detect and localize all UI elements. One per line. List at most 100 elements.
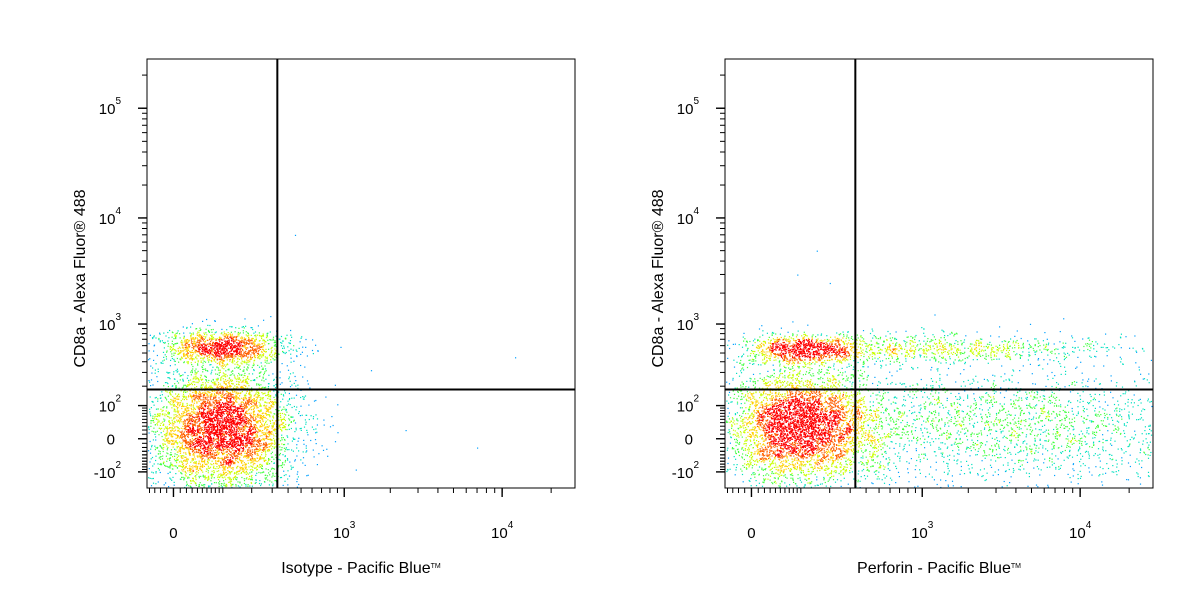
event-dot — [187, 436, 189, 438]
event-dot — [263, 460, 266, 462]
event-dot — [169, 441, 171, 443]
event-dot — [266, 410, 268, 412]
event-dot — [157, 368, 159, 370]
event-dot — [242, 332, 244, 334]
event-dot — [196, 467, 198, 469]
event-dot — [213, 482, 216, 484]
event-dot — [262, 340, 264, 342]
event-dot — [210, 450, 212, 452]
event-dot — [206, 380, 208, 382]
event-dot — [295, 409, 297, 411]
event-dot — [183, 355, 185, 357]
event-dot — [250, 444, 252, 446]
event-dot — [156, 430, 158, 432]
event-dot — [178, 350, 180, 352]
event-dot — [172, 399, 174, 401]
event-dot — [216, 373, 219, 375]
event-dot — [194, 341, 196, 343]
event-dot — [196, 414, 198, 416]
event-dot — [220, 333, 222, 335]
event-dot — [220, 399, 222, 401]
event-dot — [187, 384, 189, 386]
event-dot — [259, 416, 261, 418]
event-dot — [259, 375, 261, 377]
event-dot — [234, 463, 236, 465]
event-dot — [214, 397, 216, 399]
event-dot — [204, 337, 206, 339]
event-dot — [290, 329, 292, 332]
event-dot — [247, 357, 249, 359]
event-dot — [298, 437, 300, 439]
event-dot — [247, 441, 249, 443]
event-dot — [249, 391, 251, 393]
event-dot — [264, 359, 266, 361]
event-dot — [206, 441, 208, 443]
event-dot — [198, 380, 200, 382]
event-dot — [252, 431, 254, 434]
event-dot — [155, 418, 157, 420]
event-dot — [231, 356, 233, 358]
event-dot — [192, 424, 195, 426]
event-dot — [224, 448, 226, 450]
event-dot — [272, 338, 274, 340]
event-dot — [179, 461, 181, 463]
event-dot — [227, 394, 229, 396]
event-dot — [181, 357, 184, 359]
event-dot — [163, 439, 165, 441]
event-dot — [249, 472, 251, 474]
event-dot — [164, 443, 166, 445]
event-dot — [208, 459, 211, 461]
event-dot — [287, 369, 290, 371]
event-dot — [239, 429, 241, 431]
event-dot — [268, 411, 270, 413]
event-dot — [234, 400, 237, 402]
event-dot — [189, 453, 191, 455]
event-dot — [291, 416, 293, 418]
event-dot — [253, 414, 255, 416]
event-dot — [227, 387, 229, 389]
event-dot — [245, 424, 247, 426]
event-dot — [211, 442, 213, 444]
event-dot — [187, 444, 189, 446]
event-dot — [171, 427, 173, 429]
event-dot — [170, 443, 173, 445]
event-dot — [265, 477, 268, 479]
event-dot — [210, 329, 212, 331]
event-dot — [159, 340, 161, 342]
event-dot — [224, 356, 226, 358]
event-dot — [175, 442, 177, 444]
event-dot — [170, 435, 172, 437]
event-dot — [196, 402, 198, 404]
event-dot — [268, 425, 270, 427]
event-dot — [200, 408, 202, 410]
event-dot — [220, 399, 222, 401]
event-dot — [202, 443, 204, 445]
event-dot — [223, 360, 225, 362]
event-dot — [196, 411, 198, 413]
event-dot — [200, 451, 202, 453]
event-dot — [244, 355, 246, 357]
event-dot — [210, 359, 213, 362]
event-dot — [227, 473, 229, 475]
event-dot — [262, 377, 264, 379]
event-dot — [317, 350, 319, 352]
event-dot — [264, 445, 266, 447]
event-dot — [241, 454, 243, 456]
event-dot — [241, 374, 243, 376]
event-dot — [148, 428, 150, 431]
event-dot — [243, 384, 245, 386]
event-dot — [234, 340, 236, 342]
event-dot — [277, 353, 279, 355]
event-dot — [229, 466, 231, 468]
event-dot — [166, 382, 168, 384]
event-dot — [252, 373, 254, 375]
event-dot — [265, 386, 267, 388]
event-dot — [205, 379, 207, 381]
event-dot — [265, 435, 267, 437]
event-dot — [200, 360, 202, 362]
event-dot — [209, 385, 211, 387]
event-dot — [225, 337, 227, 339]
event-dot — [194, 447, 196, 449]
event-dot — [210, 340, 212, 342]
event-dot — [232, 359, 234, 361]
